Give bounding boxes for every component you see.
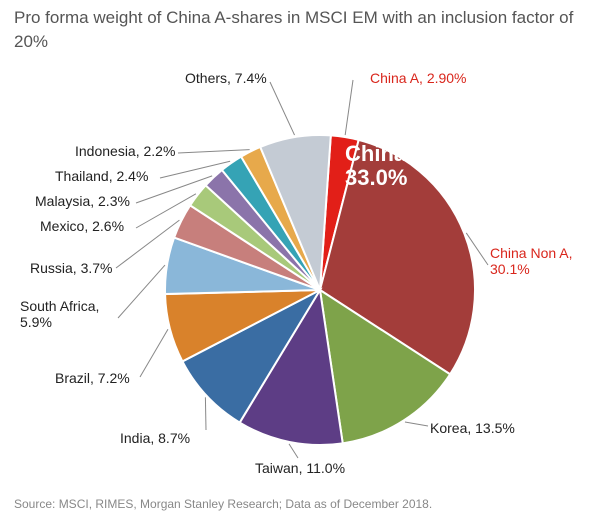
slice-label-russia: Russia, 3.7% [30, 260, 112, 276]
slice-label-indonesia: Indonesia, 2.2% [75, 143, 175, 159]
leader-line-south_africa [118, 265, 165, 318]
china-total-line2: 33.0% [345, 165, 407, 190]
leader-line-others [270, 82, 295, 135]
slice-label-taiwan: Taiwan, 11.0% [255, 460, 345, 476]
chart-source: Source: MSCI, RIMES, Morgan Stanley Rese… [14, 497, 432, 511]
slice-label-others: Others, 7.4% [185, 70, 267, 86]
china-total-label: China 33.0% [345, 142, 407, 190]
leader-line-korea [405, 422, 428, 426]
slice-label-malaysia: Malaysia, 2.3% [35, 193, 130, 209]
slice-label-china_a: China A, 2.90% [370, 70, 467, 86]
slice-label-india: India, 8.7% [120, 430, 190, 446]
leader-line-taiwan [289, 444, 298, 458]
slice-label-thailand: Thailand, 2.4% [55, 168, 148, 184]
china-total-line1: China [345, 141, 406, 166]
leader-line-indonesia [178, 150, 250, 153]
slice-label-south_africa: South Africa,5.9% [20, 298, 99, 330]
leader-line-india [205, 397, 206, 430]
slice-label-china_non_a: China Non A,30.1% [490, 245, 573, 277]
leader-line-china_a [345, 80, 353, 135]
chart-container: { "title": "Pro forma weight of China A-… [0, 0, 614, 519]
slice-label-brazil: Brazil, 7.2% [55, 370, 130, 386]
leader-line-brazil [140, 329, 168, 377]
slice-label-korea: Korea, 13.5% [430, 420, 515, 436]
slice-label-mexico: Mexico, 2.6% [40, 218, 124, 234]
